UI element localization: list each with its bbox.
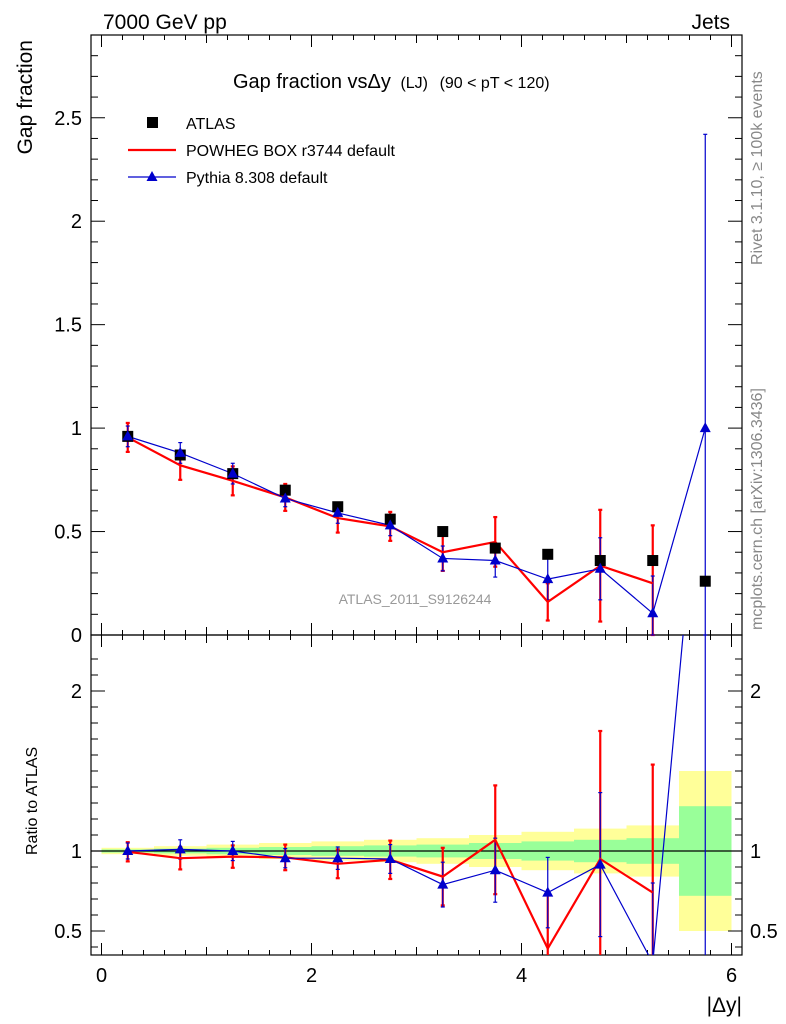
ratio-y-tick-label: 0.5 — [54, 921, 82, 943]
main-y-tick-label: 1.5 — [54, 315, 82, 337]
ratio-pythia-marker — [489, 864, 501, 875]
ratio-y-axis-label: Ratio to ATLAS — [24, 747, 41, 855]
pythia-marker — [594, 562, 606, 573]
x-axis-label: |Δy| — [707, 994, 742, 1017]
energy-label: 7000 GeV pp — [103, 11, 227, 34]
atlas-data-point — [279, 484, 291, 496]
pythia-line — [127, 427, 706, 615]
legend-atlas-label: ATLAS — [186, 116, 236, 133]
pythia-marker — [647, 607, 659, 618]
mcplots-label: mcplots.cern.ch [arXiv:1306.3436] — [749, 388, 766, 630]
pythia-marker — [174, 446, 186, 457]
atlas-data-point — [437, 526, 449, 538]
ratio-pythia-marker — [384, 853, 396, 863]
plot-subtitle: (90 < pT < 120) — [440, 75, 550, 92]
pythia-marker — [122, 430, 134, 441]
main-y-axis-label: Gap fraction — [14, 40, 37, 154]
analysis-watermark: ATLAS_2011_S9126244 — [339, 591, 492, 607]
legend-atlas-marker — [147, 117, 158, 128]
main-y-tick-label: 2.5 — [54, 108, 82, 130]
ratio-y-tick-label: 2 — [71, 681, 82, 703]
atlas-data-point — [542, 548, 554, 560]
ratio-y-tick-label-right: 0.5 — [750, 921, 778, 943]
legend-pythia-marker — [146, 171, 158, 181]
pythia-marker — [227, 467, 239, 478]
atlas-data-point — [594, 555, 606, 567]
main-series — [122, 133, 711, 637]
ratio-pythia-marker — [542, 886, 554, 897]
pythia-marker — [384, 519, 396, 530]
ratio-pythia-marker — [594, 858, 606, 869]
main-y-tick-label: 0 — [71, 625, 82, 647]
ratio-y-tick-label-right: 1 — [750, 841, 761, 863]
ratio-pythia-line — [127, 635, 684, 955]
legend-powheg-label: POWHEG BOX r3744 default — [186, 143, 396, 160]
legend: ATLAS POWHEG BOX r3744 default Pythia 8.… — [128, 116, 396, 187]
pythia-marker — [542, 573, 554, 584]
rivet-version-label: Rivet 3.1.10, ≥ 100k events — [749, 71, 766, 265]
atlas-data-point — [384, 513, 396, 525]
x-tick-label: 2 — [306, 965, 317, 987]
atlas-data-point — [332, 501, 344, 513]
ratio-pythia-marker — [437, 878, 449, 889]
plot-title-main: Gap fraction vsΔy — [233, 71, 391, 93]
legend-pythia-label: Pythia 8.308 default — [186, 170, 328, 187]
main-y-tick-label: 0.5 — [54, 522, 82, 544]
x-tick-label: 0 — [96, 965, 107, 987]
atlas-data-point — [489, 542, 501, 554]
atlas-data-point — [699, 575, 711, 587]
ratio-y-tick-label: 1 — [71, 841, 82, 863]
pythia-marker — [279, 492, 291, 503]
axis-ticks: 0 2 4 6 0 0.5 1 1.5 2 2.5 0.5 0.5 1 1 2 2 — [54, 35, 778, 987]
plot-title-suffix: (LJ) — [400, 75, 428, 92]
pythia-marker — [437, 552, 449, 563]
main-y-tick-label: 2 — [71, 211, 82, 233]
pythia-marker — [332, 506, 344, 517]
ratio-y-tick-label-right: 2 — [750, 681, 761, 703]
ratio-pythia-marker — [227, 845, 239, 855]
ratio-bands — [91, 771, 742, 931]
ratio-pythia-marker — [122, 845, 134, 855]
x-tick-label: 4 — [516, 965, 527, 987]
x-tick-label: 6 — [726, 965, 737, 987]
ratio-plot-frame — [90, 634, 743, 956]
ratio-pythia-marker — [332, 852, 344, 863]
atlas-data-point — [647, 555, 659, 567]
pythia-marker — [489, 554, 501, 565]
ratio-series — [122, 635, 706, 955]
process-label: Jets — [691, 11, 730, 34]
ratio-pythia-marker — [174, 843, 186, 854]
main-y-tick-label: 1 — [71, 418, 82, 440]
pythia-marker — [699, 422, 711, 433]
plot-title: Gap fraction vsΔy (LJ) (90 < pT < 120) — [233, 71, 550, 93]
ratio-pythia-marker — [279, 852, 291, 863]
